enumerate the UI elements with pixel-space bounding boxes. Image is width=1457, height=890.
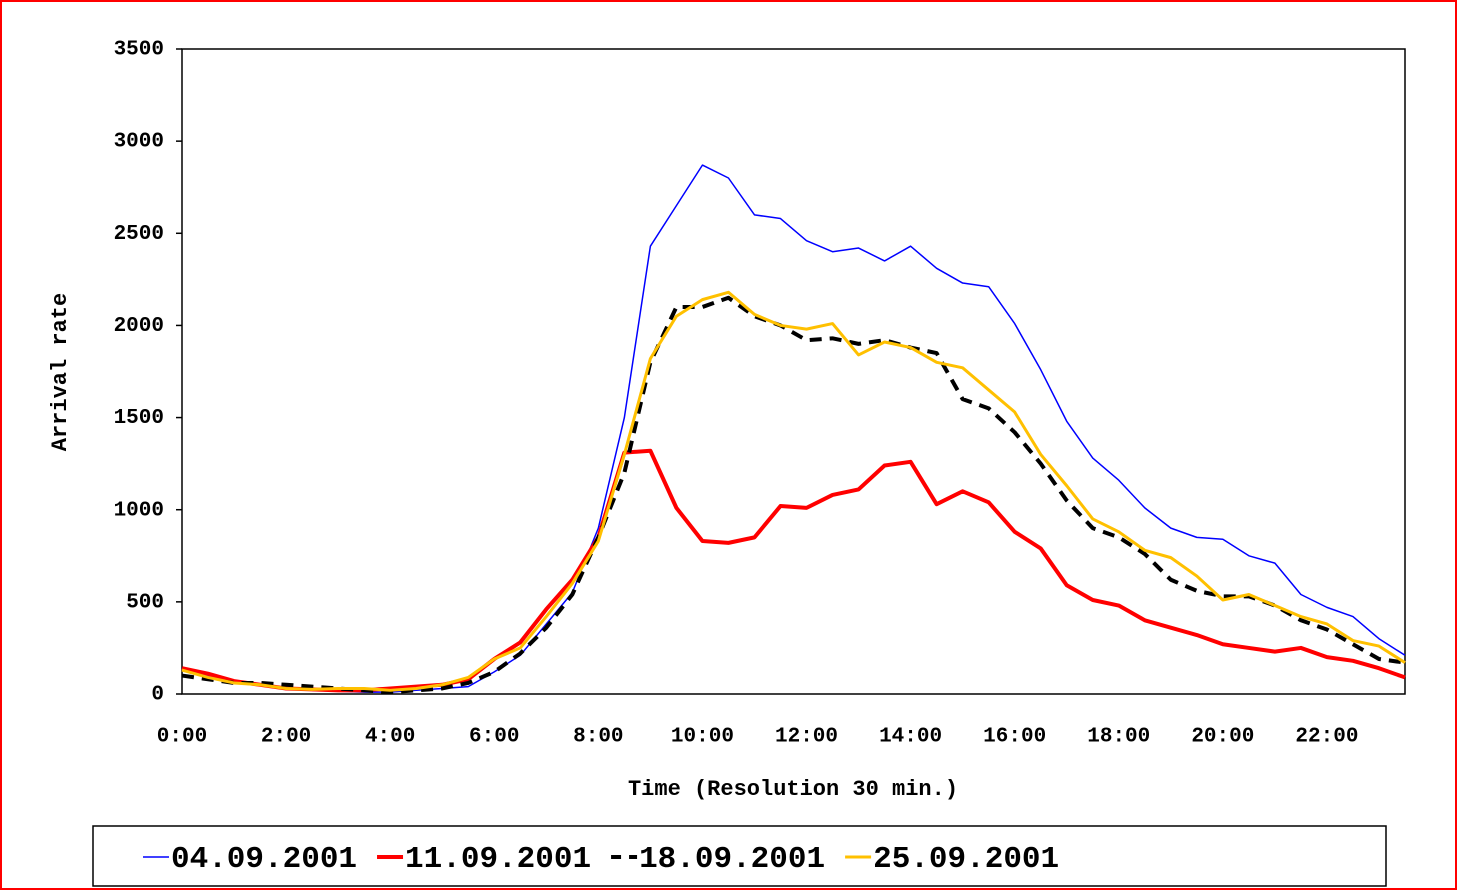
- x-axis-title: Time (Resolution 30 min.): [628, 777, 958, 802]
- y-tick-label: 2000: [114, 315, 164, 338]
- y-tick-label: 3500: [114, 39, 164, 62]
- plot-area: [181, 48, 1406, 695]
- x-tick-label: 22:00: [1295, 726, 1358, 749]
- legend-label: 04.09.2001: [171, 842, 357, 877]
- y-tick-label: 0: [151, 684, 164, 707]
- x-tick-label: 0:00: [157, 726, 207, 749]
- y-tick-label: 1000: [114, 499, 164, 522]
- series-line: [181, 290, 1406, 692]
- x-tick-label: 10:00: [671, 726, 734, 749]
- legend-box: [92, 825, 1387, 887]
- y-tick-label: 2500: [114, 223, 164, 246]
- x-tick-label: 8:00: [573, 726, 623, 749]
- x-tick-label: 2:00: [261, 726, 311, 749]
- legend-label: 18.09.2001: [639, 842, 825, 877]
- x-tick-label: 6:00: [469, 726, 519, 749]
- y-tick-label: 1500: [114, 407, 164, 430]
- x-tick-label: 14:00: [879, 726, 942, 749]
- x-tick-label: 20:00: [1191, 726, 1254, 749]
- x-tick-label: 12:00: [775, 726, 838, 749]
- legend-label: 25.09.2001: [873, 842, 1059, 877]
- x-tick-label: 16:00: [983, 726, 1046, 749]
- y-axis-title: Arrival rate: [48, 293, 73, 451]
- y-tick-label: 3000: [114, 131, 164, 154]
- series-line: [181, 295, 1406, 695]
- x-tick-label: 18:00: [1087, 726, 1150, 749]
- x-tick-label: 4:00: [365, 726, 415, 749]
- y-tick-label: 500: [126, 591, 164, 614]
- legend-label: 11.09.2001: [405, 842, 591, 877]
